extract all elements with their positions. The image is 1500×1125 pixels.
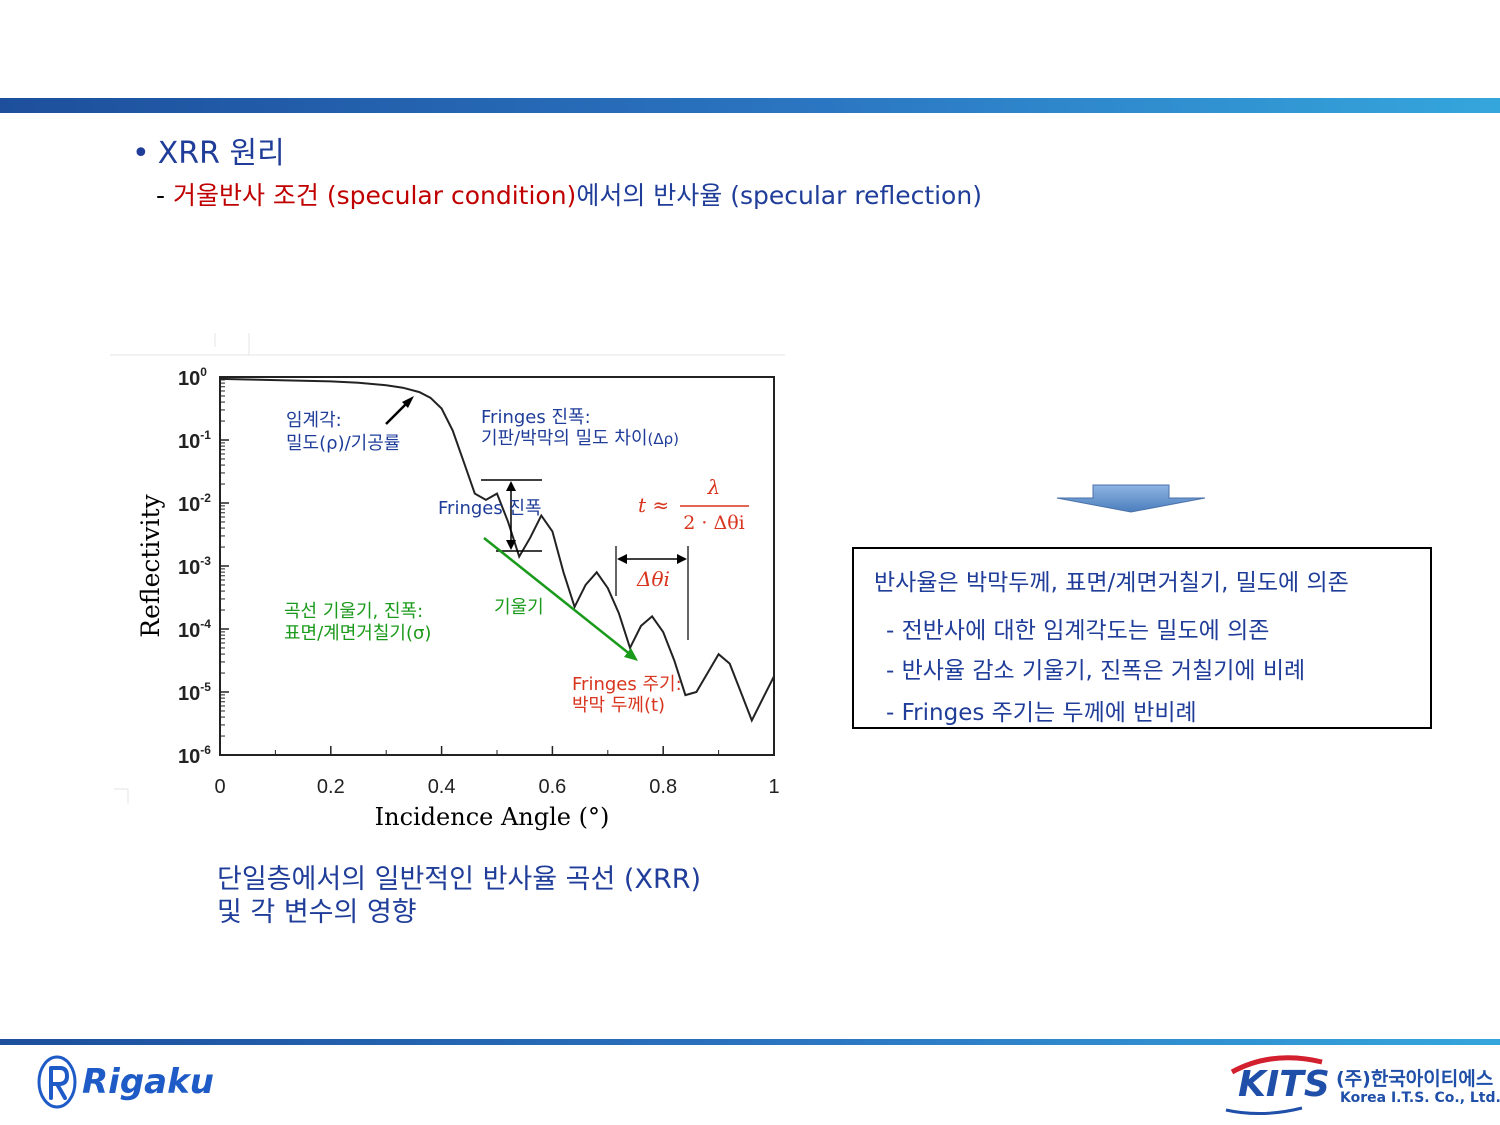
bullet: • <box>132 136 150 171</box>
amplitude-arrow-down <box>506 540 516 550</box>
slope-arrowhead <box>624 648 638 661</box>
y-tick-label: 100 <box>178 365 207 390</box>
amplitude-arrow-up <box>506 481 516 491</box>
caption-line-2: 및 각 변수의 영향 <box>217 897 417 928</box>
x-tick-label: 0.4 <box>428 776 456 798</box>
y-tick-label: 10-4 <box>178 617 211 642</box>
caption-line-1: 단일층에서의 일반적인 반사율 곡선 (XRR) <box>217 864 702 895</box>
y-tick-label: 10-6 <box>178 743 211 768</box>
summary-item: - 반사율 감소 기울기, 진폭은 거칠기에 비례 <box>886 658 1306 684</box>
period-arrow-right <box>677 554 687 564</box>
y-axis-label: Reflectivity <box>136 493 165 637</box>
summary-item: - Fringes 주기는 두께에 반비례 <box>886 700 1197 726</box>
fringe-period-label: Fringes 주기: <box>572 674 682 695</box>
fringe-amplitude-desc: 기판/박막의 밀도 차이(Δρ) <box>481 428 679 449</box>
y-minor-ticks <box>220 376 229 756</box>
y-tick-exponent: -4 <box>200 617 211 631</box>
period-arrow-left <box>617 554 627 564</box>
x-axis-label: Incidence Angle (°) <box>375 803 610 831</box>
y-tick-exponent: 0 <box>200 365 207 379</box>
fringe-amplitude-label: Fringes 진폭: <box>481 407 591 428</box>
x-tick-label: 0.2 <box>317 776 345 798</box>
subheading-red-text: 거울반사 조건 (specular condition) <box>172 181 577 210</box>
bottom-accent-bar <box>0 1039 1500 1045</box>
roughness-desc: 표면/계면거칠기(σ) <box>284 623 431 644</box>
fringe-amplitude-desc-text: 기판/박막의 밀도 차이 <box>481 428 648 449</box>
y-tick-exponent: -3 <box>200 554 211 568</box>
heading-text: XRR 원리 <box>157 136 285 171</box>
y-tick-exponent: -6 <box>200 743 211 757</box>
slope-arrow <box>483 537 632 656</box>
critical-angle-desc: 밀도(ρ)/기공률 <box>286 433 400 454</box>
xrr-chart: 100 10-1 10-2 10-3 10-4 10-5 10-6 0 0.2 0.4 0.6 0.… <box>110 330 800 840</box>
subheading-blue-text: 에서의 반사율 (specular reflection) <box>576 181 982 210</box>
roughness-label: 곡선 기울기, 진폭: <box>284 601 423 622</box>
kits-korean-name: (주)한국아이티에스 <box>1336 1068 1494 1090</box>
critical-angle-arrowhead <box>402 396 414 408</box>
fringe-amplitude-short-label: Fringes 진폭 <box>438 498 542 519</box>
y-tick-base: 10 <box>178 431 200 453</box>
y-tick-label: 10-3 <box>178 554 211 579</box>
x-tick-label: 1 <box>768 776 779 798</box>
section-heading: • XRR 원리 <box>132 128 285 172</box>
down-arrow-icon <box>1056 484 1206 513</box>
x-tick-label: 0 <box>214 776 225 798</box>
y-tick-exponent: -1 <box>200 428 211 442</box>
kits-wordmark: KITS <box>1238 1064 1330 1105</box>
summary-item: - 전반사에 대한 임계각도는 밀도에 의존 <box>886 618 1270 644</box>
summary-title: 반사율은 박막두께, 표면/계면거칠기, 밀도에 의존 <box>874 570 1349 596</box>
formula-t: t ≈ <box>638 493 669 517</box>
y-tick-label: 10-1 <box>178 428 211 453</box>
summary-box: 반사율은 박막두께, 표면/계면거칠기, 밀도에 의존 - 전반사에 대한 임계… <box>852 547 1432 729</box>
delta-theta-label: Δθi <box>636 567 670 591</box>
kits-english-name: Korea I.T.S. Co., Ltd. <box>1340 1090 1500 1106</box>
y-tick-exponent: -5 <box>200 680 211 694</box>
kits-swoosh-icon <box>1225 1055 1323 1116</box>
x-ticks <box>219 746 775 755</box>
y-tick-base: 10 <box>178 683 200 705</box>
rigaku-mark-icon <box>37 1055 77 1109</box>
fringe-amplitude-delta: (Δρ) <box>648 430 680 448</box>
y-tick-label: 10-2 <box>178 491 211 516</box>
slope-label: 기울기 <box>494 597 544 618</box>
rigaku-logo: Rigaku <box>36 1054 214 1110</box>
kits-logo: KITS (주)한국아이티에스 Korea I.T.S. Co., Ltd. <box>1222 1052 1500 1116</box>
formula-numerator: λ <box>707 475 721 499</box>
x-tick-labels: 0 0.2 0.4 0.6 0.8 1 <box>214 776 779 798</box>
y-tick-base: 10 <box>178 746 200 768</box>
y-tick-base: 10 <box>178 368 200 390</box>
y-tick-exponent: -2 <box>200 491 211 505</box>
subheading-dash: - <box>156 181 173 210</box>
rigaku-wordmark: Rigaku <box>82 1062 214 1102</box>
x-tick-label: 0.8 <box>649 776 677 798</box>
top-accent-bar <box>0 98 1500 113</box>
subheading: - 거울반사 조건 (specular condition)에서의 반사율 (s… <box>156 176 982 212</box>
critical-angle-label: 임계각: <box>286 410 342 431</box>
y-tick-base: 10 <box>178 620 200 642</box>
reflectivity-curve <box>219 377 775 723</box>
x-tick-label: 0.6 <box>538 776 566 798</box>
figure-caption: 단일층에서의 일반적인 반사율 곡선 (XRR) 및 각 변수의 영향 <box>217 863 701 929</box>
y-tick-base: 10 <box>178 494 200 516</box>
fringe-period-desc: 박막 두께(t) <box>572 695 665 716</box>
y-tick-base: 10 <box>178 557 200 579</box>
y-tick-label: 10-5 <box>178 680 211 705</box>
formula-denominator: 2 · Δθi <box>683 512 744 534</box>
